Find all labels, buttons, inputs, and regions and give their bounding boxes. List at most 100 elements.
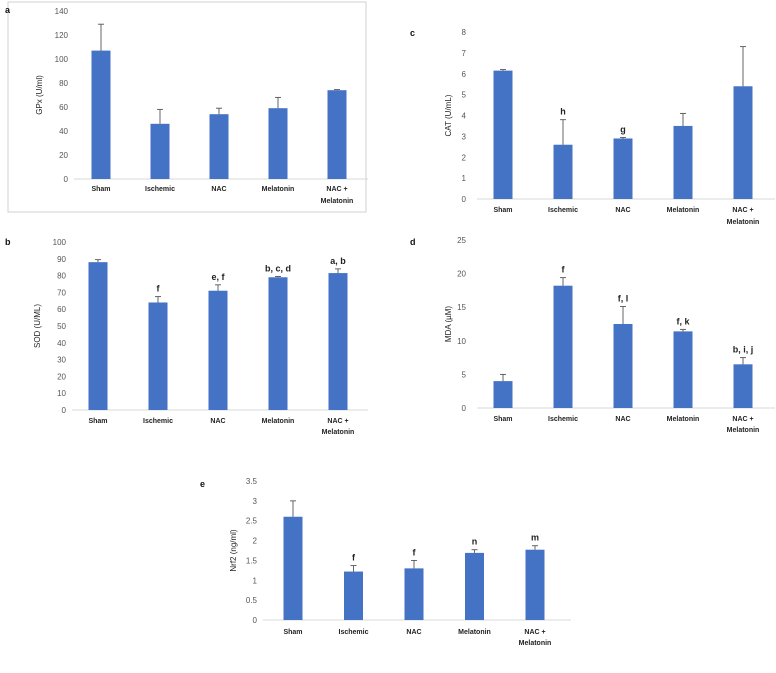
significance-label: n xyxy=(472,537,478,547)
y-tick-label: 100 xyxy=(55,55,69,64)
x-tick-label: NAC + xyxy=(326,186,347,193)
significance-label: f xyxy=(413,547,417,557)
y-tick-label: 100 xyxy=(53,238,67,247)
x-tick-label: Sham xyxy=(88,418,107,425)
y-axis-label: Nrf2 (ng/ml) xyxy=(229,529,238,572)
y-tick-label: 10 xyxy=(457,337,466,346)
bar xyxy=(283,516,303,620)
x-tick-label: Melatonin xyxy=(262,186,295,193)
bar xyxy=(327,90,347,179)
significance-label: e, f xyxy=(211,272,225,282)
y-tick-label: 0 xyxy=(253,616,258,625)
x-tick-label: NAC + xyxy=(732,207,753,214)
y-tick-label: 15 xyxy=(457,303,466,312)
significance-label: h xyxy=(560,107,566,117)
y-tick-label: 6 xyxy=(462,70,467,79)
y-tick-label: 10 xyxy=(57,389,66,398)
y-axis-label: CAT (U/mL) xyxy=(444,94,453,136)
bar xyxy=(553,285,573,408)
x-tick-label: Sham xyxy=(493,207,512,214)
significance-label: f xyxy=(562,265,566,275)
panel-label: d xyxy=(410,237,416,247)
y-axis-label: GPx (U/ml) xyxy=(35,75,44,115)
y-tick-label: 7 xyxy=(462,49,467,58)
x-tick-label: Melatonin xyxy=(727,219,760,226)
x-tick-label: NAC xyxy=(211,186,226,193)
significance-label: a, b xyxy=(330,256,346,266)
x-tick-label: Melatonin xyxy=(727,427,760,434)
bar xyxy=(88,262,108,410)
bar xyxy=(525,549,545,620)
bar xyxy=(493,70,513,200)
bar xyxy=(404,568,424,620)
chart-frame xyxy=(7,1,367,213)
bar xyxy=(673,331,693,408)
y-tick-label: 5 xyxy=(462,91,467,100)
panel-label: c xyxy=(410,28,415,38)
y-tick-label: 25 xyxy=(457,236,466,245)
bar xyxy=(553,144,573,199)
y-tick-label: 50 xyxy=(57,322,66,331)
y-tick-label: 3 xyxy=(462,132,467,141)
bar xyxy=(328,273,348,410)
x-tick-label: Melatonin xyxy=(262,418,295,425)
bar xyxy=(209,114,229,179)
y-tick-label: 70 xyxy=(57,288,66,297)
y-tick-label: 40 xyxy=(59,127,68,136)
x-tick-label: Ischemic xyxy=(143,418,173,425)
x-tick-label: Sham xyxy=(493,416,512,423)
significance-label: g xyxy=(620,124,626,134)
significance-label: b, i, j xyxy=(733,345,754,355)
bar xyxy=(613,324,633,408)
x-tick-label: NAC xyxy=(406,629,421,636)
x-tick-label: Ischemic xyxy=(548,207,578,214)
bar xyxy=(208,290,228,410)
y-tick-label: 1.5 xyxy=(246,556,258,565)
chart-panel-e: e 0 0.5 1 1.5 2 2.5 3 3.5 Nrf2 (ng/ml) Sham f Ischem… xyxy=(200,477,571,647)
bar xyxy=(733,86,753,199)
bar xyxy=(344,571,363,620)
y-tick-label: 2 xyxy=(253,537,258,546)
x-tick-label: NAC xyxy=(210,418,225,425)
bar xyxy=(268,277,288,410)
bar xyxy=(673,125,693,199)
x-tick-label: NAC + xyxy=(524,629,545,636)
y-axis-label: SOD (U/ML) xyxy=(33,304,42,348)
x-tick-label: Melatonin xyxy=(458,629,491,636)
chart-panel-b: b 0 10 20 30 40 50 60 70 80 90 100 SOD (U/ML) Sham f Is… xyxy=(5,237,368,436)
y-tick-label: 80 xyxy=(59,79,68,88)
y-tick-label: 1 xyxy=(253,576,258,585)
x-tick-label: NAC xyxy=(615,416,630,423)
y-tick-label: 40 xyxy=(57,339,66,348)
x-tick-label: Sham xyxy=(283,629,302,636)
x-tick-label: Melatonin xyxy=(667,207,700,214)
chart-panel-a: a 0 20 40 60 80 100 120 140 GPx (U/ml) Sham Ischemi… xyxy=(5,1,368,213)
y-tick-label: 0 xyxy=(64,175,69,184)
x-tick-label: Ischemic xyxy=(339,629,369,636)
y-tick-label: 20 xyxy=(59,151,68,160)
y-tick-label: 30 xyxy=(57,356,66,365)
bar xyxy=(493,381,513,408)
y-tick-label: 120 xyxy=(55,31,69,40)
panel-label: a xyxy=(5,5,11,15)
y-tick-label: 0 xyxy=(462,404,467,413)
y-tick-label: 2.5 xyxy=(246,517,258,526)
y-tick-label: 60 xyxy=(59,103,68,112)
significance-label: f, l xyxy=(618,294,629,304)
chart-panel-c: c 0 1 2 3 4 5 6 7 8 CAT (U/mL) Sham h Ischemic g NAC Mel… xyxy=(410,28,775,226)
x-tick-label: Melatonin xyxy=(321,198,354,205)
y-tick-label: 20 xyxy=(457,270,466,279)
x-tick-label: Ischemic xyxy=(145,186,175,193)
y-tick-label: 20 xyxy=(57,372,66,381)
bar xyxy=(465,552,484,620)
panel-label: e xyxy=(200,479,205,489)
bar xyxy=(733,364,753,408)
y-tick-label: 5 xyxy=(462,370,467,379)
x-tick-label: Ischemic xyxy=(548,416,578,423)
y-tick-label: 4 xyxy=(462,112,467,121)
x-tick-label: Sham xyxy=(91,186,110,193)
significance-label: f xyxy=(352,553,356,563)
y-tick-label: 0 xyxy=(462,195,467,204)
bar xyxy=(268,108,288,179)
